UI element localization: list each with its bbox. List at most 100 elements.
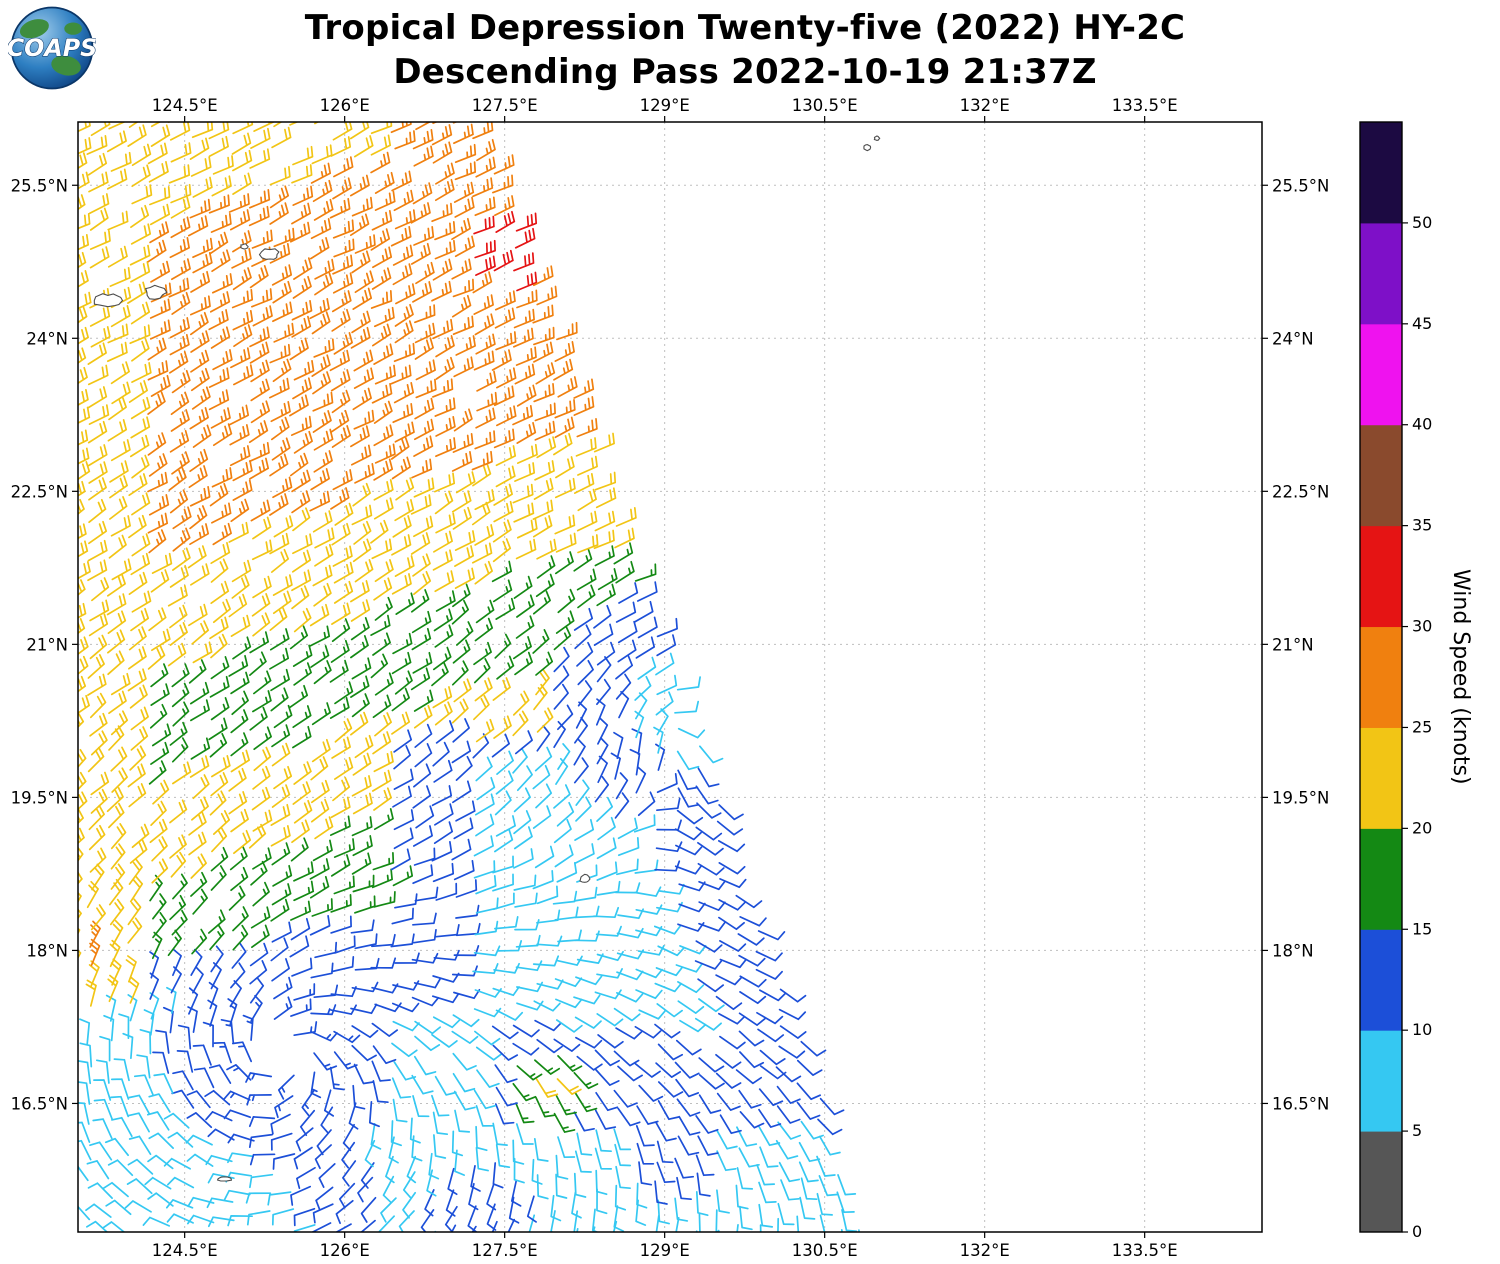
wind-barb xyxy=(330,487,350,510)
wind-barb xyxy=(273,227,295,248)
wind-barb xyxy=(435,162,455,185)
wind-barb xyxy=(210,407,231,429)
wind-barb xyxy=(776,1085,801,1104)
wind-barb xyxy=(372,246,393,269)
wind-barb xyxy=(171,1089,195,1109)
wind-barb xyxy=(512,636,532,660)
wind-barb xyxy=(78,1205,91,1221)
wind-barb xyxy=(674,1157,695,1179)
wind-barb xyxy=(129,244,151,266)
wind-barb xyxy=(148,607,167,632)
wind-barb xyxy=(351,657,372,680)
wind-barb xyxy=(252,765,271,790)
wind-barb xyxy=(272,1153,296,1170)
wind-barb xyxy=(90,326,111,348)
wind-barb xyxy=(167,1131,194,1148)
wind-barb xyxy=(434,397,456,417)
wind-barb xyxy=(715,1209,722,1232)
wind-barb xyxy=(147,360,169,381)
wind-barb xyxy=(759,989,787,1002)
wind-barb xyxy=(191,386,211,410)
wind-barb xyxy=(273,976,293,1000)
wind-barb xyxy=(270,400,291,423)
wind-barb xyxy=(615,1165,631,1190)
wind-barb xyxy=(516,517,538,539)
wind-barb xyxy=(212,810,231,835)
wind-barb xyxy=(432,378,454,398)
wind-barb xyxy=(273,765,293,790)
wind-barb xyxy=(474,560,493,585)
wind-barb xyxy=(614,527,635,549)
wind-barb xyxy=(210,541,231,565)
wind-barb xyxy=(435,437,457,458)
wind-barb xyxy=(556,1078,582,1095)
wind-barb xyxy=(494,829,514,853)
wind-barb xyxy=(633,600,654,623)
wind-barb xyxy=(78,561,91,580)
lon-tick-label-top: 126°E xyxy=(320,96,370,115)
wind-barb xyxy=(231,288,254,309)
wind-barb xyxy=(574,818,595,841)
wind-barb xyxy=(370,957,397,969)
wind-barb xyxy=(351,1044,377,1062)
wind-barb xyxy=(451,450,473,472)
wind-barb xyxy=(658,883,685,895)
wind-barb xyxy=(613,542,634,565)
wind-barb xyxy=(716,1189,730,1214)
wind-barb xyxy=(245,1072,273,1083)
wind-barb xyxy=(342,1160,357,1187)
wind-barb xyxy=(576,1055,603,1071)
wind-barb xyxy=(473,694,490,721)
wind-barb xyxy=(126,1178,153,1195)
wind-barb xyxy=(91,577,110,602)
wind-barb xyxy=(698,921,726,932)
wind-barb xyxy=(108,122,127,130)
wind-barb xyxy=(618,582,639,604)
wind-barb xyxy=(249,326,270,348)
wind-barb xyxy=(596,861,618,881)
wind-barb xyxy=(597,568,618,591)
wind-barb xyxy=(370,519,389,544)
wind-barb xyxy=(311,354,331,377)
wind-barb xyxy=(131,590,152,613)
wind-barb xyxy=(432,686,453,709)
wind-barb xyxy=(637,656,657,680)
wind-barb xyxy=(110,823,127,850)
wind-barb xyxy=(536,885,559,905)
wind-barb xyxy=(50,1147,70,1166)
wind-barb xyxy=(373,306,395,328)
wind-barb xyxy=(353,520,372,545)
wind-barb xyxy=(332,545,353,567)
wind-barb xyxy=(452,1072,476,1093)
wind-barb xyxy=(111,558,132,581)
wind-barb xyxy=(656,617,678,638)
wind-barb xyxy=(226,1064,252,1081)
wind-barb xyxy=(270,937,289,962)
wind-barb xyxy=(172,1070,194,1091)
wind-barb xyxy=(316,1129,332,1156)
wind-barb xyxy=(291,585,310,610)
wind-barb xyxy=(698,1074,725,1090)
wind-barb xyxy=(118,1013,130,1040)
wind-barb xyxy=(166,1176,195,1189)
wind-barb xyxy=(447,1167,458,1196)
wind-barb xyxy=(251,786,271,811)
wind-barb xyxy=(128,571,148,596)
wind-barb xyxy=(374,1002,402,1013)
wind-barb xyxy=(171,451,190,475)
wind-barb xyxy=(515,346,537,366)
wind-barb xyxy=(435,720,455,744)
wind-barb xyxy=(309,915,331,936)
wind-barb xyxy=(78,871,83,885)
wind-barb xyxy=(395,283,416,305)
wind-barb xyxy=(719,1114,742,1135)
wind-barb xyxy=(310,468,330,491)
wind-barb xyxy=(435,923,460,938)
wind-barb xyxy=(103,1014,115,1042)
wind-barb xyxy=(636,1142,655,1165)
wind-barb xyxy=(248,1133,274,1149)
wind-barb xyxy=(574,624,592,650)
wind-barb xyxy=(249,148,271,169)
wind-barb xyxy=(250,359,270,383)
